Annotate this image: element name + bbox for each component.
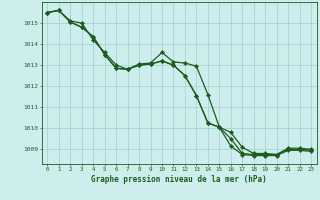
- X-axis label: Graphe pression niveau de la mer (hPa): Graphe pression niveau de la mer (hPa): [91, 175, 267, 184]
